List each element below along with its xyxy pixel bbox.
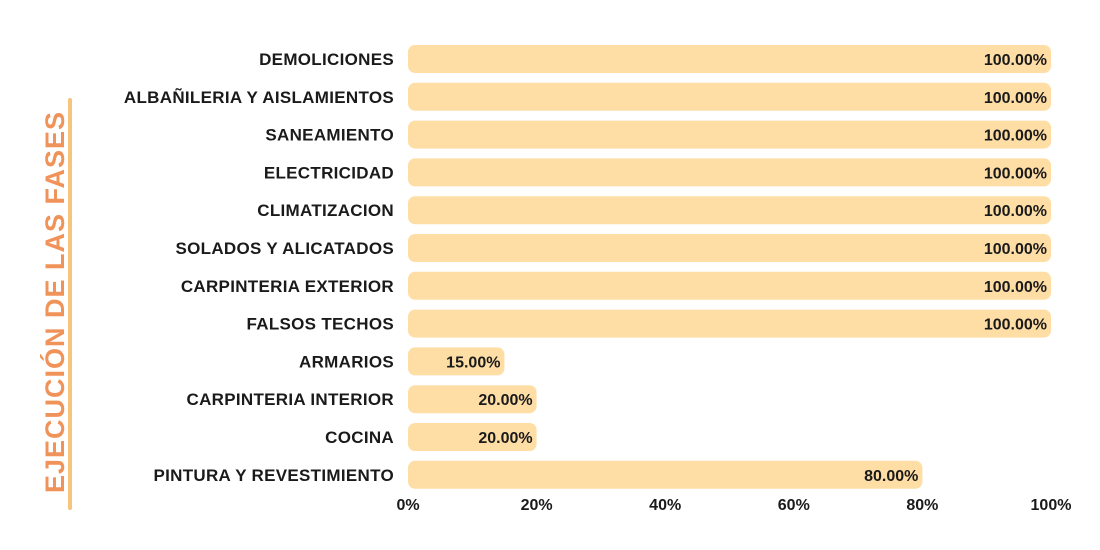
bar xyxy=(408,120,1051,149)
y-axis-title-underline xyxy=(68,98,72,510)
bar xyxy=(408,196,1051,225)
data-label: 100.00% xyxy=(984,90,1047,107)
bar xyxy=(408,82,1051,111)
x-tick-label: 80% xyxy=(906,497,938,514)
category-label: SOLADOS Y ALICATADOS xyxy=(175,239,394,258)
y-axis-title: EJECUCIÓN DE LAS FASES xyxy=(39,111,70,493)
bar xyxy=(408,385,537,414)
y-axis-title-group: EJECUCIÓN DE LAS FASES xyxy=(39,98,72,510)
category-label: FALSOS TECHOS xyxy=(247,315,394,334)
data-label: 100.00% xyxy=(984,52,1047,69)
data-label: 100.00% xyxy=(984,279,1047,296)
data-label: 20.00% xyxy=(478,430,532,447)
data-label: 100.00% xyxy=(984,241,1047,258)
category-label: SANEAMIENTO xyxy=(265,126,394,145)
x-tick-label: 60% xyxy=(778,497,810,514)
x-tick-labels-group: 0% 20% 40% 60% 80% 100% xyxy=(396,497,1071,514)
bar xyxy=(408,45,1051,73)
data-label: 100.00% xyxy=(984,317,1047,334)
category-label: CARPINTERIA EXTERIOR xyxy=(181,277,394,296)
data-label: 100.00% xyxy=(984,165,1047,182)
category-labels-group: DEMOLICIONES ALBAÑILERIA Y AISLAMIENTOS SA… xyxy=(124,50,394,485)
bar xyxy=(408,271,1051,300)
category-label: COCINA xyxy=(325,428,394,447)
bars-group xyxy=(408,45,1051,489)
category-label: ALBAÑILERIA Y AISLAMIENTOS xyxy=(124,87,394,107)
category-label: ELECTRICIDAD xyxy=(264,163,394,182)
x-tick-label: 40% xyxy=(649,497,681,514)
bar xyxy=(408,309,1051,338)
bar xyxy=(408,347,505,376)
category-label: CARPINTERIA INTERIOR xyxy=(187,390,395,409)
bar xyxy=(408,158,1051,187)
bar xyxy=(408,460,923,489)
data-label: 80.00% xyxy=(864,468,918,485)
bar xyxy=(408,423,537,451)
data-label: 100.00% xyxy=(984,128,1047,145)
data-labels-group: 100.00% 100.00% 100.00% 100.00% 100.00% 100.0… xyxy=(446,52,1047,485)
data-label: 100.00% xyxy=(984,203,1047,220)
x-tick-label: 0% xyxy=(396,497,419,514)
bar xyxy=(408,234,1051,262)
data-label: 20.00% xyxy=(478,392,532,409)
category-label: CLIMATIZACION xyxy=(257,201,394,220)
x-tick-label: 100% xyxy=(1031,497,1072,514)
x-tick-label: 20% xyxy=(521,497,553,514)
category-label: PINTURA Y REVESTIMIENTO xyxy=(153,466,394,485)
data-label: 15.00% xyxy=(446,354,500,371)
category-label: ARMARIOS xyxy=(299,352,394,371)
category-label: DEMOLICIONES xyxy=(259,50,394,69)
